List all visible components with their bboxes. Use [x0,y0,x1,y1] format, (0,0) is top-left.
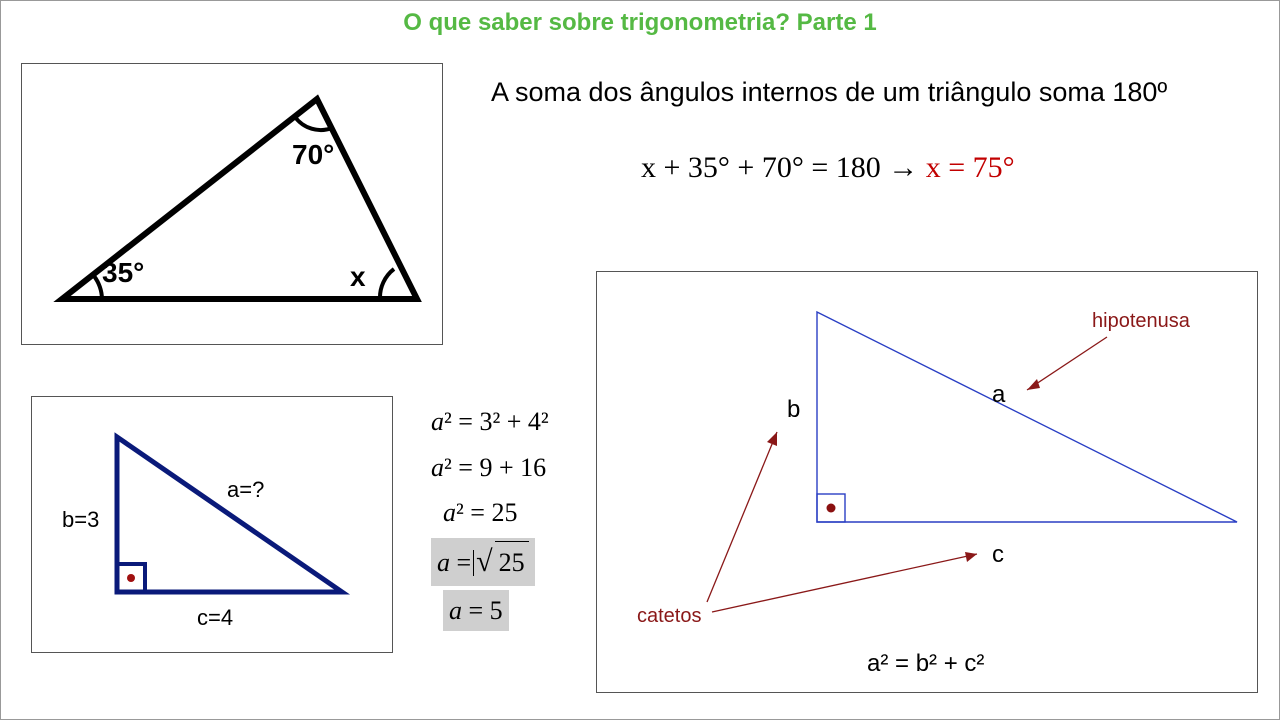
angles-triangle-box: 70° 35° x [21,63,443,345]
arrow-hipotenusa-head [1027,379,1040,390]
calc-step-2: a² = 9 + 16 [431,447,549,489]
angle-left-label: 35° [102,257,144,288]
arrow-hipotenusa-line [1027,337,1107,390]
side-a-label: a [992,381,1006,408]
generic-triangle-box: a b c hipotenusa catetos a² = b² + c² [596,271,1258,693]
angle-sum-statement: A soma dos ângulos internos de um triâng… [491,77,1167,108]
pythag-calculation: a² = 3² + 4² a² = 9 + 16 a² = 25 a =√25 … [431,401,549,635]
generic-triangle-shape [817,312,1237,522]
arrow-cateto-c-head [965,552,977,562]
catetos-label: catetos [637,605,701,627]
arrow-cateto-c-line [712,554,977,612]
side-c-label-generic: c [992,541,1004,568]
calc-step-5: a = 5 [431,590,549,632]
calc-step-1: a² = 3² + 4² [431,401,549,443]
pythag-example-box: a=? b=3 c=4 [31,396,393,653]
side-c-label: c=4 [197,605,233,630]
angle-top-label: 70° [292,139,334,170]
side-b-label-generic: b [787,396,800,423]
right-triangle-shape [117,437,342,592]
pythag-example-svg: a=? b=3 c=4 [32,397,392,652]
right-angle-dot [127,574,135,582]
equation-solution: x = 75° [926,151,1015,184]
angle-arc-left [94,276,102,299]
calc-step-4: a =√25 [431,538,549,586]
equation-lhs: x + 35° + 70° = 180 → [641,151,926,184]
arrow-cateto-b-line [707,432,777,602]
angle-equation: x + 35° + 70° = 180 → x = 75° [641,151,1015,185]
pythag-formula: a² = b² + c² [867,650,984,678]
generic-right-angle-dot [827,504,836,513]
generic-triangle-svg: a b c hipotenusa catetos [597,272,1257,692]
hipotenusa-label: hipotenusa [1092,310,1191,332]
page: O que saber sobre trigonometria? Parte 1… [0,0,1280,720]
text-cursor-icon [473,550,474,576]
angle-right-label: x [350,261,366,292]
arrow-cateto-b-head [767,432,777,446]
angles-triangle-svg: 70° 35° x [22,64,442,344]
angle-arc-right [380,269,394,299]
hypotenuse-label: a=? [227,477,264,502]
page-title: O que saber sobre trigonometria? Parte 1 [1,9,1279,37]
calc-step-3: a² = 25 [431,492,549,534]
side-b-label: b=3 [62,507,99,532]
